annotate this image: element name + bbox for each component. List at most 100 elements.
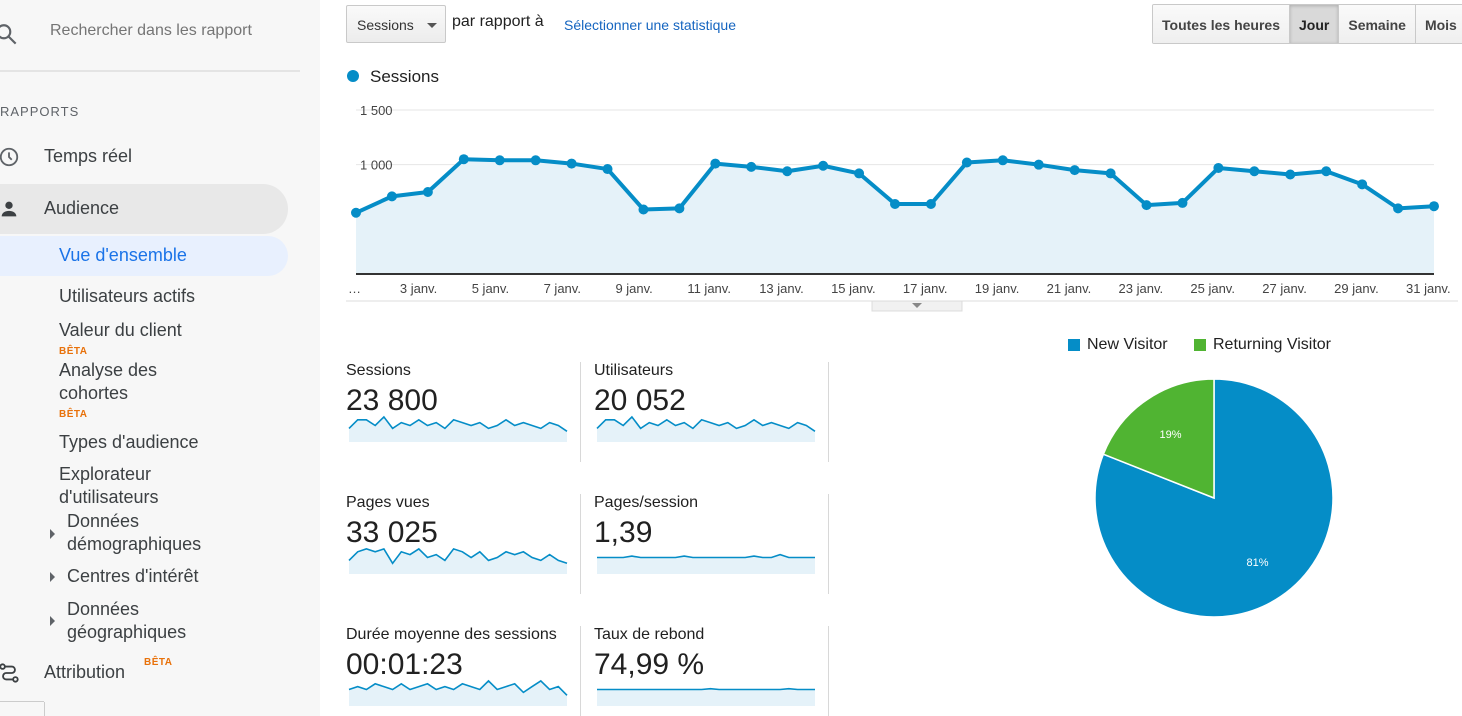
select-metric-link[interactable]: Sélectionner une statistique: [564, 17, 736, 33]
scorecard[interactable]: Durée moyenne des sessions 00:01:23: [346, 626, 576, 716]
scorecard-label: Utilisateurs: [594, 362, 674, 379]
data-point[interactable]: [1321, 166, 1332, 177]
data-point[interactable]: [890, 199, 900, 210]
x-tick-label: 5 janv.: [472, 281, 509, 296]
data-point[interactable]: [1429, 201, 1439, 212]
data-point[interactable]: [674, 203, 685, 214]
data-point[interactable]: [1105, 168, 1116, 179]
scorecard-value: 74,99 %: [594, 648, 705, 681]
sidebar-item-vue-ensemble[interactable]: Vue d'ensemble: [0, 236, 288, 276]
pie-legend-returning[interactable]: Returning Visitor: [1194, 336, 1331, 354]
data-point[interactable]: [997, 155, 1008, 166]
data-point[interactable]: [746, 161, 757, 172]
range-week-button[interactable]: Semaine: [1339, 5, 1416, 43]
data-point[interactable]: [386, 191, 397, 202]
pie-slice[interactable]: [1094, 378, 1334, 618]
scorecard[interactable]: Sessions 23 800: [346, 362, 576, 472]
data-point[interactable]: [1285, 169, 1296, 180]
divider: [580, 362, 581, 462]
data-point[interactable]: [782, 166, 793, 177]
nav-item-label: Audience: [44, 198, 120, 218]
visitor-pie-chart[interactable]: 81% 19%: [1090, 376, 1340, 622]
legend-dot: [347, 70, 359, 82]
legend-swatch: [1068, 339, 1080, 351]
nav-item-audience[interactable]: Audience: [0, 184, 288, 234]
caret-right-icon[interactable]: [50, 572, 55, 582]
range-day-button[interactable]: Jour: [1290, 5, 1340, 43]
sidebar-item-label: démographiques: [67, 534, 202, 554]
data-point[interactable]: [638, 204, 649, 215]
data-point[interactable]: [494, 155, 505, 166]
scorecard[interactable]: Pages vues 33 025: [346, 494, 576, 604]
sparkline-line: [597, 553, 815, 559]
data-point[interactable]: [1177, 197, 1188, 208]
pie-slice-label: 19%: [1160, 429, 1182, 441]
pie-legend-new[interactable]: New Visitor: [1068, 336, 1168, 354]
metric-dropdown[interactable]: Sessions: [346, 5, 446, 43]
data-point[interactable]: [602, 164, 613, 175]
sidebar-item-label: Analyse des: [59, 360, 158, 380]
x-tick-label: 21 janv.: [1047, 281, 1092, 296]
x-tick-label: 15 janv.: [831, 281, 876, 296]
sidebar-item-label: Vue d'ensemble: [59, 245, 187, 265]
caret-right-icon[interactable]: [50, 529, 55, 539]
scorecard-value: 20 052: [594, 384, 686, 417]
data-point[interactable]: [566, 158, 577, 169]
search-bar[interactable]: [0, 14, 300, 54]
data-point[interactable]: [818, 160, 829, 171]
caret-right-icon[interactable]: [50, 616, 55, 626]
sparkline-line: [348, 547, 568, 565]
scorecard[interactable]: Taux de rebond 74,99 %: [594, 626, 824, 716]
beta-badge: BÊTA: [144, 657, 173, 668]
data-point[interactable]: [1069, 165, 1080, 176]
range-month-button[interactable]: Mois: [1415, 5, 1462, 43]
y-tick-label: 1 500: [360, 103, 393, 118]
data-point[interactable]: [925, 199, 936, 210]
data-point[interactable]: [710, 158, 721, 169]
divider: [580, 494, 581, 594]
data-point[interactable]: [458, 154, 469, 165]
sidebar-item-label: Valeur du client: [59, 320, 182, 340]
section-title: RAPPORTS: [0, 104, 80, 119]
scorecard[interactable]: Pages/session 1,39: [594, 494, 824, 604]
scorecard[interactable]: Utilisateurs 20 052: [594, 362, 824, 472]
sidebar-item-label: géographiques: [67, 622, 187, 642]
scorecard-value: 33 025: [346, 516, 438, 549]
sidebar: RAPPORTS Temps réel Audience Vue d'ensem…: [0, 0, 320, 716]
data-point[interactable]: [961, 157, 972, 168]
search-icon[interactable]: [0, 22, 20, 48]
data-point[interactable]: [1213, 162, 1224, 173]
nav-item-label: Temps réel: [44, 146, 133, 166]
data-point[interactable]: [530, 155, 541, 166]
sidebar-item-label: Explorateur: [59, 464, 152, 484]
x-tick-label: 17 janv.: [903, 281, 948, 296]
divider: [580, 626, 581, 716]
scorecard-label: Taux de rebond: [594, 626, 705, 643]
sidebar-item-label: Utilisateurs actifs: [59, 286, 196, 306]
search-input[interactable]: [50, 22, 290, 40]
nav-item-temps-reel[interactable]: Temps réel: [0, 132, 288, 182]
data-point[interactable]: [1357, 179, 1368, 190]
data-point[interactable]: [1033, 159, 1044, 170]
divider: [828, 362, 829, 462]
scorecard-value: 1,39: [594, 516, 653, 549]
nav-item-attribution[interactable]: Attribution: [0, 648, 288, 698]
sparkline: [597, 687, 815, 706]
x-tick-label: 9 janv.: [615, 281, 652, 296]
data-point[interactable]: [1249, 166, 1260, 177]
data-point[interactable]: [1393, 203, 1404, 214]
data-point[interactable]: [1141, 200, 1152, 211]
sidebar-item-label: d'utilisateurs: [59, 487, 159, 507]
divider: [828, 626, 829, 716]
data-point[interactable]: [351, 207, 361, 218]
data-point[interactable]: [854, 168, 865, 179]
sparkline-line: [596, 415, 816, 432]
pie-slice[interactable]: [1102, 378, 1215, 500]
clock-icon: [0, 147, 19, 167]
data-point[interactable]: [422, 187, 433, 197]
person-icon: [1, 201, 17, 217]
divider: [0, 701, 44, 702]
x-tick-label: 11 janv.: [687, 281, 731, 296]
range-hours-button[interactable]: Toutes les heures: [1153, 5, 1291, 43]
